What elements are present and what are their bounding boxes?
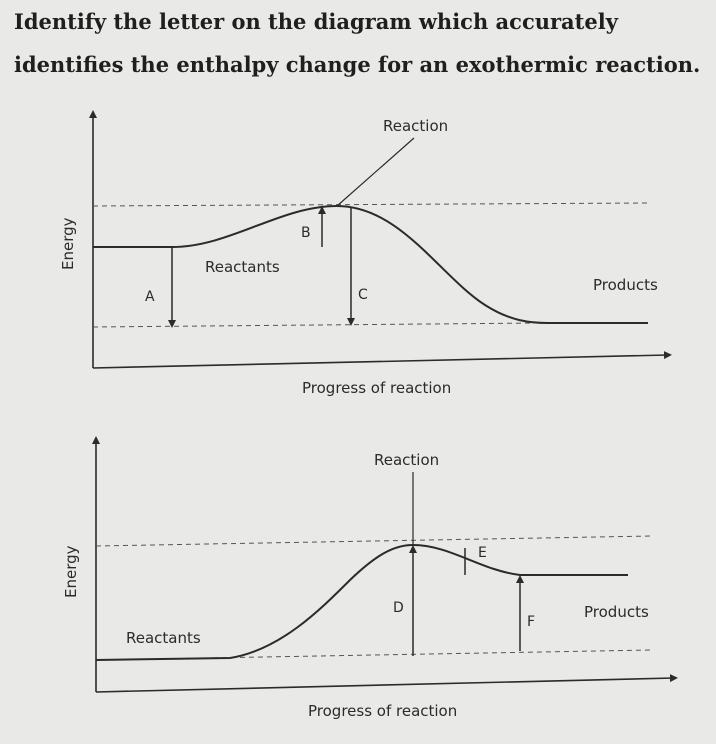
reaction-callout-label: Reaction — [383, 117, 448, 135]
letter-d: D — [393, 600, 404, 616]
energy-curve — [95, 543, 628, 661]
letter-f: F — [527, 614, 535, 630]
letter-b: B — [301, 225, 311, 241]
y-axis-label: Energy — [62, 545, 80, 598]
diagram-endothermic: Energy Progress of reaction Reaction Rea… — [62, 436, 678, 720]
dashed-peak-line — [95, 535, 653, 547]
diagram-exothermic: Energy Progress of reaction Reaction Rea… — [59, 110, 672, 397]
x-axis-label: Progress of reaction — [302, 379, 451, 397]
y-axis-label: Energy — [59, 217, 77, 270]
products-label: Products — [584, 603, 649, 621]
products-label: Products — [593, 276, 658, 294]
letter-c: C — [358, 287, 368, 303]
dashed-peak-line — [92, 202, 649, 207]
reaction-callout-line — [336, 137, 415, 207]
x-axis — [95, 674, 678, 693]
x-axis-label: Progress of reaction — [308, 702, 457, 720]
dashed-products-line — [92, 322, 541, 328]
letter-a: A — [145, 289, 155, 305]
energy-curve — [93, 204, 648, 324]
x-axis — [92, 351, 672, 369]
reactants-label: Reactants — [126, 629, 201, 647]
letter-e: E — [478, 545, 487, 561]
reactants-label: Reactants — [205, 258, 280, 276]
question-text: Identify the letter on the diagram which… — [14, 9, 701, 77]
reaction-callout-label: Reaction — [374, 451, 439, 469]
